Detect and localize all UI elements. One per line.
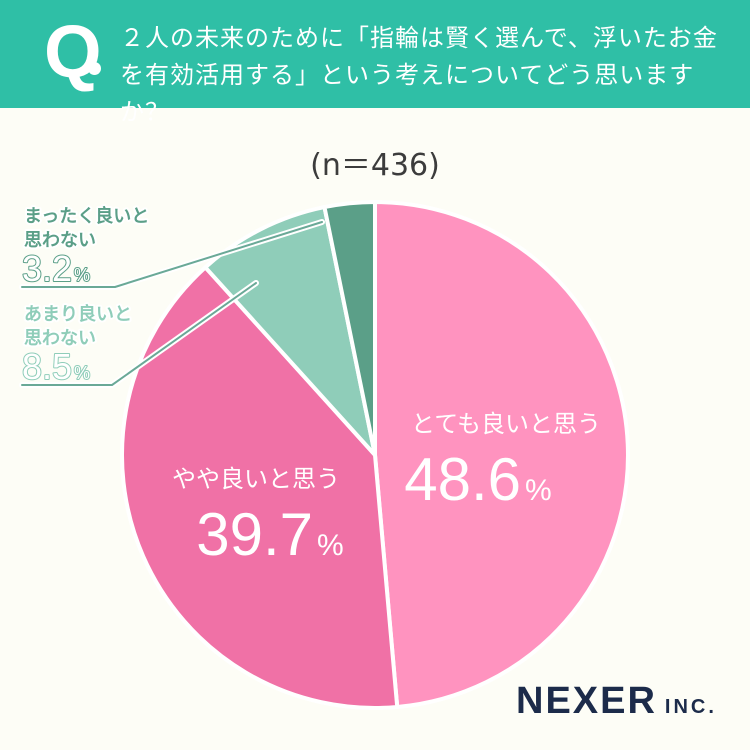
leader-line-not-good-at-all [21, 221, 323, 288]
slice-not-good-at-all [322, 200, 377, 457]
value-somewhat-good: 39.7% [196, 501, 343, 568]
brand-logo: NEXER INC. [516, 680, 717, 723]
label-somewhat-not-good-group: あまり良いと 思わない 8.5% [21, 301, 134, 388]
question-header: Q ２人の未来のために「指輪は賢く選んで、浮いたお金を有効活用する」という考えに… [0, 0, 750, 126]
value-not-good-at-all-number: 3.2 [22, 248, 72, 289]
label-very-good: とても良いと思う [411, 410, 601, 438]
question-mark: Q [44, 10, 102, 93]
label-somewhat-not-good-line1: あまり良いと [24, 303, 132, 325]
value-very-good-number: 48.6 [404, 446, 521, 513]
slice-very-good [373, 200, 630, 710]
leader-line-somewhat-not-good [21, 282, 257, 386]
slice-somewhat-good [120, 265, 400, 710]
value-somewhat-not-good: 8.5% [22, 346, 90, 387]
value-very-good: 48.6% [404, 446, 551, 513]
value-somewhat-not-good-number: 8.5 [22, 346, 72, 387]
slices [120, 200, 630, 710]
label-somewhat-not-good-line2: 思わない [24, 328, 96, 349]
slice-somewhat-not-good [203, 205, 377, 457]
question-text: ２人の未来のために「指輪は賢く選んで、浮いたお金を有効活用する」という考えについ… [120, 24, 718, 126]
brand-suffix: INC. [664, 696, 717, 718]
label-not-good-at-all-line1: まったく良いと [24, 205, 149, 227]
value-somewhat-not-good-unit: % [74, 363, 90, 383]
label-somewhat-good: やや良いと思う [172, 465, 340, 493]
question-mark-dot [88, 62, 101, 75]
value-not-good-at-all: 3.2% [22, 248, 90, 289]
brand-name: NEXER [516, 680, 657, 722]
value-very-good-unit: % [525, 474, 552, 507]
value-somewhat-good-number: 39.7 [196, 501, 313, 568]
sample-size: (n＝436) [310, 148, 440, 183]
label-not-good-at-all-line2: 思わない [24, 230, 96, 251]
value-somewhat-good-unit: % [317, 529, 344, 562]
value-not-good-at-all-unit: % [74, 265, 90, 285]
label-not-good-at-all-group: まったく良いと 思わない 3.2% [21, 203, 151, 290]
